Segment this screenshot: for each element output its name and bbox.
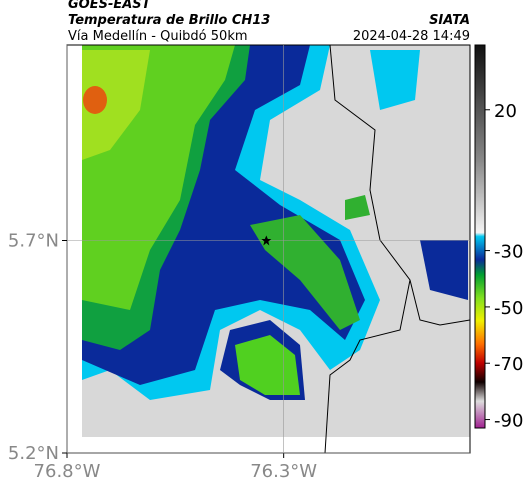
colorbar-tick-label: 20	[494, 101, 517, 122]
datetime: 2024-04-28 14:49	[353, 29, 470, 44]
x-tick-label: 76.3°W	[250, 461, 317, 482]
x-tick-label: 76.8°W	[34, 461, 101, 482]
y-tick-label: 5.7°N	[8, 231, 59, 252]
colorbar-tick-label: -90	[494, 411, 523, 432]
subtitle: Vía Medellín - Quibdó 50km	[68, 29, 248, 44]
y-tick-label: 5.2°N	[8, 443, 59, 464]
satellite-image	[82, 45, 470, 453]
colorbar-tick-label: -70	[494, 354, 523, 375]
credit: SIATA	[429, 13, 470, 28]
marker	[261, 235, 272, 246]
title: Temperatura de Brillo CH13	[68, 13, 270, 28]
colorbar-tick-label: -30	[494, 242, 523, 263]
colorbar-tick-label: -50	[494, 298, 523, 319]
colorbar	[474, 44, 486, 429]
source: GOES-EAST	[68, 0, 152, 12]
